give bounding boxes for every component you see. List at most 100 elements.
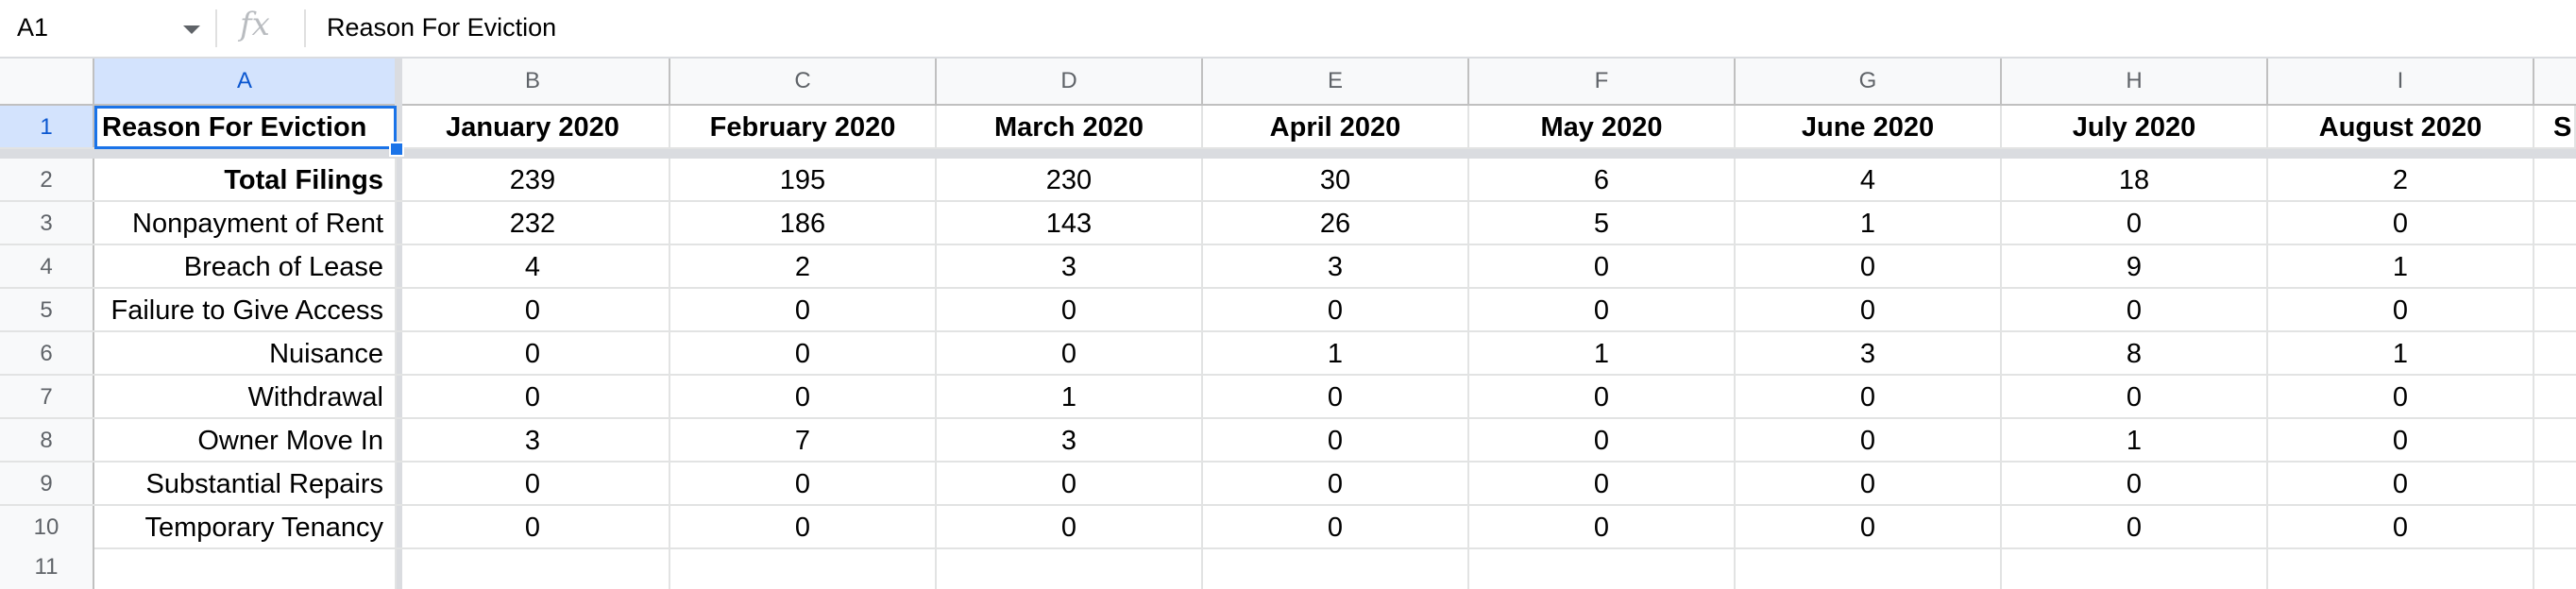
value-cell[interactable]: 18 bbox=[2002, 159, 2268, 200]
value-cell[interactable]: 0 bbox=[2268, 289, 2534, 330]
column-header-d[interactable]: D bbox=[937, 59, 1203, 104]
empty-cell[interactable] bbox=[2268, 546, 2534, 589]
value-cell[interactable]: 0 bbox=[1469, 376, 1736, 417]
value-cell[interactable]: 0 bbox=[1736, 289, 2002, 330]
value-cell[interactable]: 0 bbox=[1736, 245, 2002, 287]
column-header-i[interactable]: I bbox=[2268, 59, 2534, 104]
value-cell[interactable]: 0 bbox=[1203, 419, 1469, 461]
month-header-cell[interactable]: July 2020 bbox=[2002, 106, 2268, 147]
row-header[interactable]: 3 bbox=[0, 202, 94, 244]
value-cell[interactable]: 1 bbox=[1203, 332, 1469, 374]
value-cell[interactable]: 8 bbox=[2002, 332, 2268, 374]
value-cell[interactable]: 1 bbox=[2268, 245, 2534, 287]
empty-cell[interactable] bbox=[937, 546, 1203, 589]
value-cell[interactable]: 26 bbox=[1203, 202, 1469, 244]
empty-cell[interactable] bbox=[94, 546, 397, 589]
eviction-reason-cell[interactable]: Substantial Repairs bbox=[94, 463, 397, 504]
value-cell[interactable]: 0 bbox=[670, 332, 937, 374]
value-cell[interactable]: 1 bbox=[937, 376, 1203, 417]
value-cell[interactable]: 4 bbox=[397, 245, 670, 287]
value-cell[interactable]: 0 bbox=[397, 506, 670, 547]
month-header-cell[interactable]: April 2020 bbox=[1203, 106, 1469, 147]
eviction-reason-cell[interactable]: Nonpayment of Rent bbox=[94, 202, 397, 244]
value-cell[interactable]: 0 bbox=[1469, 506, 1736, 547]
empty-cell[interactable] bbox=[1469, 546, 1736, 589]
row-header[interactable]: 5 bbox=[0, 289, 94, 330]
value-cell[interactable]: 230 bbox=[937, 159, 1203, 200]
value-cell[interactable]: 3 bbox=[937, 245, 1203, 287]
eviction-reason-cell[interactable]: Breach of Lease bbox=[94, 245, 397, 287]
value-cell[interactable]: 1 bbox=[1469, 332, 1736, 374]
value-cell[interactable]: 0 bbox=[1736, 376, 2002, 417]
value-cell[interactable]: 0 bbox=[1203, 506, 1469, 547]
value-cell[interactable]: 0 bbox=[2268, 202, 2534, 244]
value-cell[interactable]: 0 bbox=[1736, 419, 2002, 461]
row-header[interactable]: 2 bbox=[0, 159, 94, 200]
row-header[interactable]: 9 bbox=[0, 463, 94, 504]
value-cell[interactable]: 0 bbox=[937, 463, 1203, 504]
row-header[interactable]: 7 bbox=[0, 376, 94, 417]
empty-cell[interactable] bbox=[1736, 546, 2002, 589]
month-header-cell[interactable]: June 2020 bbox=[1736, 106, 2002, 147]
fill-handle[interactable] bbox=[389, 142, 404, 157]
value-cell[interactable]: 0 bbox=[937, 332, 1203, 374]
column-header-g[interactable]: G bbox=[1736, 59, 2002, 104]
eviction-reason-cell[interactable]: Temporary Tenancy bbox=[94, 506, 397, 547]
value-cell[interactable]: 1 bbox=[2268, 332, 2534, 374]
value-cell[interactable]: 3 bbox=[937, 419, 1203, 461]
column-header-c[interactable]: C bbox=[670, 59, 937, 104]
month-header-cell[interactable]: August 2020 bbox=[2268, 106, 2534, 147]
value-cell[interactable]: 1 bbox=[2002, 419, 2268, 461]
eviction-reason-cell[interactable]: Failure to Give Access bbox=[94, 289, 397, 330]
value-cell[interactable]: 0 bbox=[397, 463, 670, 504]
row-header[interactable]: 10 bbox=[0, 506, 94, 547]
value-cell[interactable]: 0 bbox=[397, 376, 670, 417]
value-cell[interactable]: 0 bbox=[2268, 419, 2534, 461]
value-cell[interactable]: 0 bbox=[397, 289, 670, 330]
value-cell[interactable]: 0 bbox=[1469, 289, 1736, 330]
value-cell[interactable]: 4 bbox=[1736, 159, 2002, 200]
value-cell[interactable]: 0 bbox=[670, 376, 937, 417]
value-cell[interactable]: 0 bbox=[1203, 376, 1469, 417]
value-cell[interactable]: 3 bbox=[1203, 245, 1469, 287]
frozen-column-divider[interactable] bbox=[395, 59, 402, 589]
value-cell[interactable]: 0 bbox=[1469, 463, 1736, 504]
value-cell[interactable]: 0 bbox=[1203, 289, 1469, 330]
value-cell[interactable]: 2 bbox=[670, 245, 937, 287]
value-cell[interactable]: 0 bbox=[2268, 463, 2534, 504]
empty-cell[interactable] bbox=[670, 546, 937, 589]
value-cell[interactable]: 0 bbox=[670, 289, 937, 330]
column-header-e[interactable]: E bbox=[1203, 59, 1469, 104]
value-cell[interactable]: 195 bbox=[670, 159, 937, 200]
value-cell[interactable]: 0 bbox=[937, 289, 1203, 330]
row-header[interactable]: 8 bbox=[0, 419, 94, 461]
value-cell[interactable]: 30 bbox=[1203, 159, 1469, 200]
month-header-cell[interactable]: January 2020 bbox=[397, 106, 670, 147]
empty-cell[interactable] bbox=[2002, 546, 2268, 589]
clipped-header-cell[interactable]: S bbox=[2534, 106, 2576, 147]
value-cell[interactable]: 143 bbox=[937, 202, 1203, 244]
value-cell[interactable]: 0 bbox=[1736, 463, 2002, 504]
cell-reference[interactable]: A1 bbox=[17, 13, 49, 42]
month-header-cell[interactable]: February 2020 bbox=[670, 106, 937, 147]
eviction-reason-cell[interactable]: Total Filings bbox=[94, 159, 397, 200]
eviction-reason-cell[interactable]: Owner Move In bbox=[94, 419, 397, 461]
month-header-cell[interactable]: March 2020 bbox=[937, 106, 1203, 147]
value-cell[interactable]: 6 bbox=[1469, 159, 1736, 200]
value-cell[interactable]: 0 bbox=[937, 506, 1203, 547]
value-cell[interactable]: 0 bbox=[2002, 376, 2268, 417]
empty-cell[interactable] bbox=[397, 546, 670, 589]
chevron-down-icon[interactable] bbox=[183, 25, 200, 34]
value-cell[interactable]: 0 bbox=[670, 463, 937, 504]
column-header-h[interactable]: H bbox=[2002, 59, 2268, 104]
name-box[interactable]: A1 bbox=[0, 0, 215, 57]
value-cell[interactable]: 0 bbox=[2002, 289, 2268, 330]
value-cell[interactable]: 2 bbox=[2268, 159, 2534, 200]
empty-cell[interactable] bbox=[1203, 546, 1469, 589]
value-cell[interactable]: 0 bbox=[2002, 463, 2268, 504]
row-header[interactable]: 6 bbox=[0, 332, 94, 374]
value-cell[interactable]: 3 bbox=[1736, 332, 2002, 374]
row-header[interactable]: 11 bbox=[0, 546, 94, 589]
value-cell[interactable]: 186 bbox=[670, 202, 937, 244]
select-all-corner[interactable] bbox=[0, 59, 94, 104]
